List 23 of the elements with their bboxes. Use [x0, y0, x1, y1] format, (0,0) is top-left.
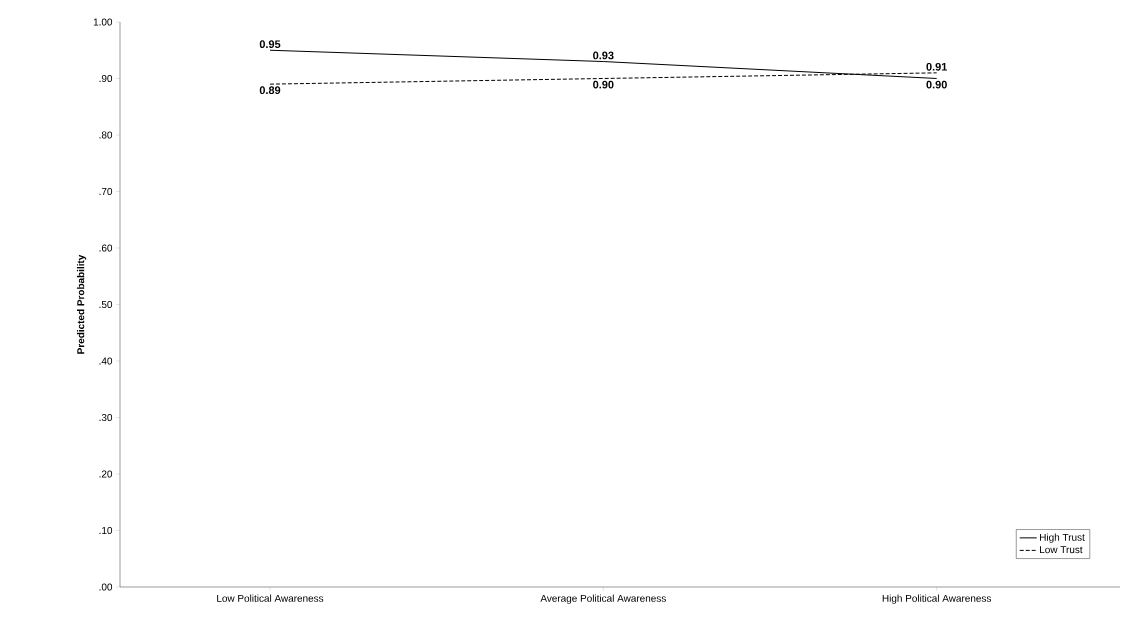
data-label: 0.91 — [926, 62, 948, 71]
y-tick-label: .40 — [99, 357, 113, 365]
x-tick-label: Low Political Awareness — [217, 594, 324, 602]
y-tick-label: .70 — [99, 187, 113, 196]
y-tick-label: .30 — [99, 413, 113, 422]
y-tick-label: .50 — [99, 300, 113, 309]
x-tick-label: High Political Awareness — [882, 594, 992, 604]
data-label: 0.95 — [259, 40, 281, 49]
y-tick-label: .90 — [99, 74, 113, 83]
legend-label: High Trust — [1040, 533, 1085, 543]
legend-label: Low Trust — [1040, 546, 1083, 554]
y-tick-label: .80 — [99, 131, 113, 139]
x-tick-label: Average Political Awareness — [540, 594, 666, 604]
y-axis-title: Predicted Probability — [76, 254, 87, 354]
y-tick-label: .10 — [99, 526, 113, 535]
y-tick-label: .60 — [99, 244, 113, 252]
data-label: 0.90 — [926, 80, 947, 89]
y-tick-label: 1.00 — [93, 18, 113, 26]
y-tick-label: .20 — [99, 470, 113, 478]
data-label: 0.90 — [593, 80, 614, 89]
y-tick-label: .00 — [99, 583, 113, 591]
data-label: 0.93 — [593, 51, 614, 60]
data-label: 0.89 — [259, 86, 281, 95]
